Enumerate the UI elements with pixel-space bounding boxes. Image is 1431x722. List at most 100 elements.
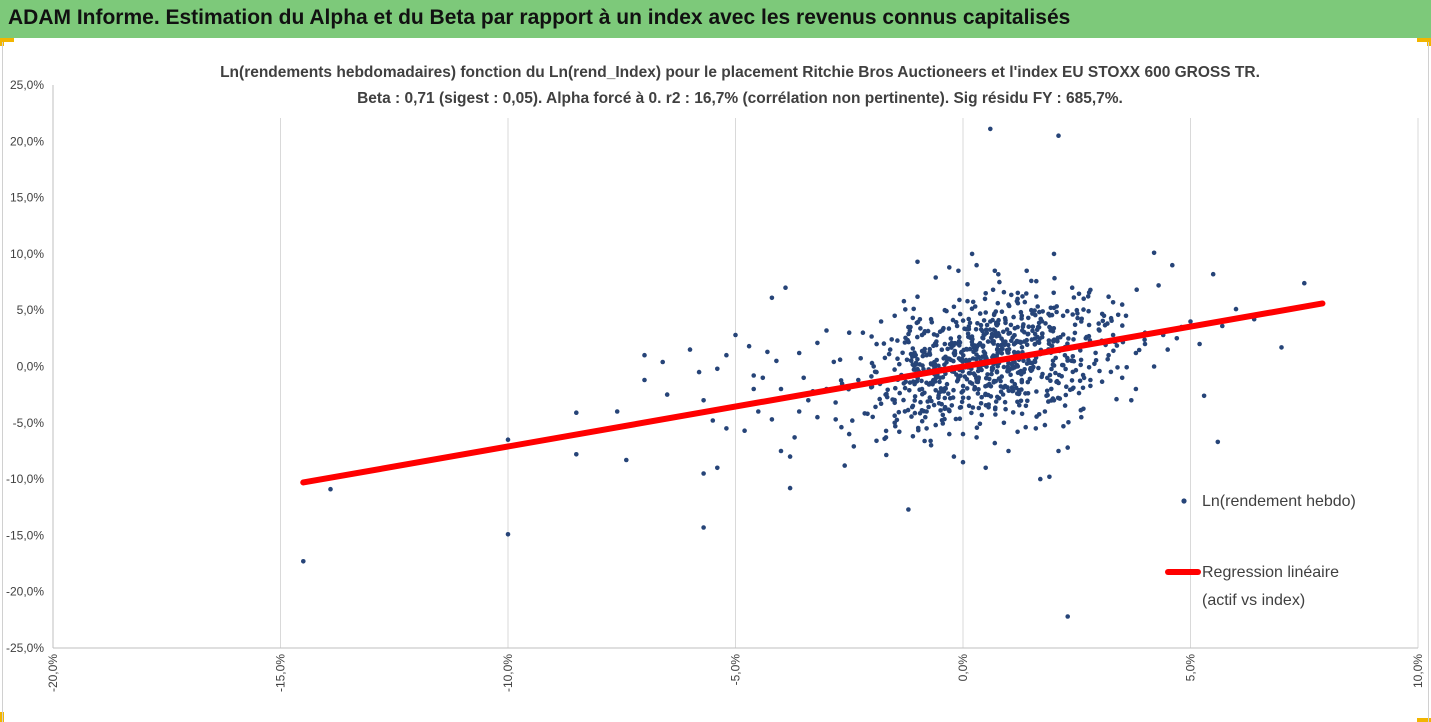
scatter-point	[1029, 278, 1034, 284]
scatter-point	[996, 396, 1002, 401]
scatter-point	[909, 414, 914, 419]
scatter-point	[1123, 313, 1129, 319]
scatter-point	[911, 367, 917, 372]
scatter-point	[946, 326, 952, 331]
scatter-point	[1124, 365, 1129, 370]
scatter-point	[868, 385, 874, 390]
scatter-point	[1052, 275, 1057, 281]
chart-subtitle: Beta : 0,71 (sigest : 0,05). Alpha forcé…	[357, 90, 1123, 107]
scatter-point	[1071, 295, 1077, 300]
scatter-point	[962, 374, 968, 379]
scatter-point	[1015, 290, 1021, 296]
scatter-point	[912, 394, 918, 399]
scatter-point	[642, 377, 647, 383]
scatter-point	[1114, 396, 1119, 402]
scatter-point	[1093, 350, 1098, 356]
scatter-point	[1045, 375, 1050, 381]
scatter-point	[1070, 354, 1076, 359]
scatter-point	[862, 411, 867, 416]
scatter-point	[1036, 325, 1042, 330]
scatter-point	[1054, 309, 1059, 315]
scatter-point	[919, 418, 925, 424]
scatter-point	[947, 356, 952, 362]
scatter-point	[769, 417, 775, 422]
scatter-point	[985, 372, 990, 377]
scatter-point	[1078, 357, 1084, 363]
scatter-point	[1025, 398, 1030, 404]
scatter-point	[1038, 476, 1043, 482]
scatter-point	[1024, 268, 1029, 274]
scatter-point	[979, 412, 985, 418]
legend-markers	[1165, 498, 1201, 575]
scatter-point	[964, 386, 970, 391]
scatter-point	[972, 304, 978, 309]
scatter-point	[1044, 393, 1049, 399]
scatter-point	[1010, 388, 1016, 394]
scatter-point	[915, 294, 920, 300]
scatter-point	[696, 369, 702, 375]
scatter-point	[1151, 364, 1157, 369]
scatter-point	[1069, 358, 1075, 364]
scatter-point	[1063, 392, 1069, 398]
scatter-point	[1023, 403, 1029, 409]
scatter-point	[1019, 379, 1025, 385]
scatter-point	[806, 398, 811, 403]
scatter-point	[958, 373, 963, 379]
scatter-point	[906, 507, 911, 512]
scatter-point	[1010, 335, 1015, 340]
scatter-point	[724, 352, 729, 358]
scatter-point	[966, 403, 972, 409]
scatter-point	[957, 416, 963, 422]
scatter-point	[1064, 384, 1069, 390]
scatter-point	[1078, 407, 1084, 413]
scatter-point	[902, 385, 908, 391]
scatter-point	[998, 342, 1004, 348]
scatter-point	[733, 332, 738, 338]
scatter-point	[1042, 422, 1048, 428]
scatter-point	[991, 312, 997, 318]
scatter-point	[760, 375, 766, 381]
scatter-point	[1020, 328, 1025, 333]
scatter-point	[947, 265, 952, 270]
scatter-point	[982, 296, 988, 302]
x-tick-label: -20,0%	[46, 654, 60, 692]
scatter-point	[1065, 445, 1070, 450]
scatter-point	[1002, 399, 1008, 405]
scatter-point	[1076, 390, 1082, 396]
scatter-point	[895, 356, 900, 362]
scatter-point	[942, 395, 948, 401]
scatter-point	[902, 340, 908, 345]
scatter-point	[1032, 308, 1037, 313]
legend-line-label-2: (actif vs index)	[1202, 592, 1306, 609]
scatter-point	[1036, 365, 1041, 371]
scatter-point	[1088, 383, 1093, 389]
scatter-point	[1115, 312, 1121, 318]
scatter-point	[923, 414, 928, 420]
scatter-point	[815, 340, 820, 346]
scatter-point	[938, 408, 943, 413]
scatter-point	[856, 377, 861, 383]
scatter-point	[892, 313, 897, 319]
scatter-point	[1025, 391, 1031, 396]
scatter-point	[974, 425, 980, 431]
scatter-point	[1049, 386, 1054, 392]
scatter-point	[992, 440, 998, 446]
scatter-point	[953, 320, 959, 325]
scatter-point	[1019, 345, 1025, 350]
scatter-point	[942, 416, 947, 422]
chart-frame-left	[2, 42, 3, 722]
scatter-point	[1024, 291, 1029, 296]
y-tick-label: 25,0%	[10, 78, 44, 92]
scatter-point	[1075, 311, 1080, 316]
scatter-point	[978, 401, 984, 406]
scatter-point	[1039, 334, 1045, 340]
scatter-point	[796, 409, 802, 414]
scatter-point	[970, 405, 976, 410]
scatter-point	[796, 350, 802, 356]
scatter-point	[919, 408, 925, 413]
scatter-point	[1036, 340, 1042, 346]
scatter-point	[960, 388, 966, 394]
scatter-point	[831, 359, 837, 365]
scatter-point	[792, 435, 797, 440]
